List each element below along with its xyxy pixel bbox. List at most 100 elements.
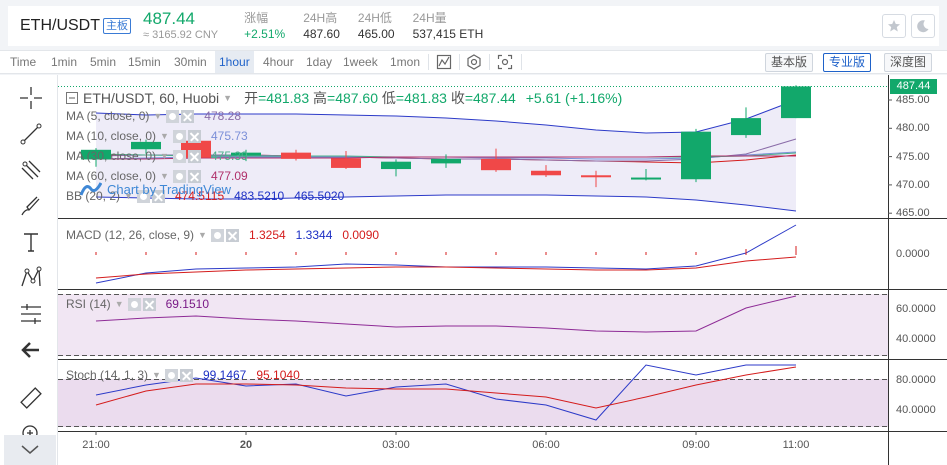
toolbar-divider — [489, 54, 490, 70]
caret-down-icon[interactable]: ▼ — [223, 93, 233, 103]
trendline-tool[interactable] — [17, 120, 45, 148]
brush-tool[interactable] — [17, 192, 45, 220]
ruler-tool[interactable] — [17, 384, 45, 412]
pattern-tool[interactable] — [17, 264, 45, 292]
close-icon[interactable] — [181, 109, 195, 123]
legend-ma10: MA (10, close, 0) ▼ 475.73 — [66, 129, 248, 143]
gear-icon[interactable] — [127, 297, 141, 311]
y-tick-label: 40.0000 — [896, 404, 936, 416]
main-legend-title: ETH/USDT, 60, Huobi ▼ 开=481.83 高=487.60 … — [66, 88, 622, 108]
interval-15min[interactable]: 15min — [128, 55, 161, 69]
legend-stoch: Stoch (14, 1, 3) ▼ 99.1467 95.1040 — [66, 368, 300, 382]
caret-down-icon[interactable]: ▼ — [114, 299, 124, 309]
chart-canvas[interactable] — [58, 75, 947, 465]
caret-down-icon[interactable]: ▼ — [160, 131, 169, 141]
fib-icon — [21, 304, 41, 324]
y-tick-label: 0.0000 — [896, 248, 930, 260]
interval-1day[interactable]: 1day — [306, 55, 333, 69]
text-tool[interactable] — [17, 228, 45, 256]
collapse-tools-button[interactable] — [4, 435, 56, 465]
candle-body — [231, 152, 261, 156]
legend-value: 475.73 — [210, 129, 248, 143]
legend-value: 69.1510 — [165, 297, 209, 311]
view-basic-button[interactable]: 基本版 — [765, 53, 814, 72]
close-icon[interactable] — [187, 169, 201, 183]
legend-value: 99.1467 — [202, 368, 247, 382]
caret-down-icon[interactable]: ▼ — [152, 370, 161, 380]
gear-icon[interactable] — [136, 189, 150, 203]
close-icon[interactable] — [142, 297, 156, 311]
x-tick-label: 20 — [239, 439, 253, 451]
caret-down-icon[interactable]: ▼ — [160, 171, 169, 181]
trendline-icon — [20, 123, 42, 145]
text-icon — [24, 233, 38, 252]
close-icon[interactable] — [151, 189, 165, 203]
collapse-icon[interactable] — [66, 92, 78, 104]
x-tick-label: 09:00 — [682, 439, 710, 451]
legend-name: MA (30, close, 0) — [66, 149, 157, 163]
ohlc-high-label: 高 — [313, 90, 327, 106]
view-pro-button[interactable]: 专业版 — [823, 53, 872, 72]
gear-icon[interactable] — [164, 368, 178, 382]
screenshot-button[interactable] — [494, 52, 516, 72]
indicators-button[interactable] — [433, 52, 455, 72]
crosshair-tool[interactable] — [17, 84, 45, 112]
ohlc-open: 481.83 — [266, 90, 310, 106]
legend-value: 95.1040 — [256, 368, 300, 382]
stat-high: 24H高 487.60 — [303, 10, 340, 42]
legend-name: BB (20, 2) — [66, 189, 121, 203]
caret-down-icon[interactable]: ▼ — [198, 230, 207, 240]
chart-settings-button[interactable] — [463, 52, 485, 72]
caret-down-icon[interactable]: ▼ — [160, 151, 169, 161]
interval-time[interactable]: Time — [10, 55, 37, 69]
legend-name: MA (60, close, 0) — [66, 169, 157, 183]
close-icon[interactable] — [187, 129, 201, 143]
interval-1hour[interactable]: 1hour — [215, 51, 254, 73]
close-icon[interactable] — [187, 149, 201, 163]
theme-toggle-button[interactable] — [911, 14, 935, 38]
candle-body — [631, 177, 661, 180]
ohlc-high: 487.60 — [335, 90, 379, 106]
close-icon[interactable] — [179, 368, 193, 382]
legend-value: 465.5020 — [294, 189, 345, 203]
gear-icon[interactable] — [166, 109, 180, 123]
x-tick-label: 11:00 — [782, 439, 810, 451]
legend-value: 474.5115 — [174, 189, 225, 203]
crosshair-icon — [20, 87, 42, 109]
legend-value: 478.28 — [204, 109, 241, 123]
interval-1min[interactable]: 1min — [51, 55, 78, 69]
ohlc-close-label: 收 — [450, 90, 465, 106]
pattern-icon — [21, 266, 42, 287]
interval-1week[interactable]: 1week — [343, 55, 378, 69]
back-button[interactable] — [17, 336, 45, 364]
price-box: 487.44 ≈ 3165.92 CNY — [143, 10, 218, 42]
stat-low: 24H低 465.00 — [358, 10, 395, 42]
stoch-d-line — [95, 366, 797, 409]
gear-icon[interactable] — [172, 169, 186, 183]
candle-body — [781, 86, 811, 119]
caret-down-icon[interactable]: ▼ — [124, 191, 133, 201]
close-icon[interactable] — [225, 228, 239, 242]
pair-name[interactable]: ETH/USDT — [20, 17, 100, 34]
candle-body — [281, 152, 311, 159]
pitchfork-tool[interactable] — [17, 156, 45, 184]
gear-icon[interactable] — [172, 149, 186, 163]
favorite-button[interactable] — [882, 14, 906, 38]
gear-icon[interactable] — [210, 228, 224, 242]
chart-area[interactable]: ETH/USDT, 60, Huobi ▼ 开=481.83 高=487.60 … — [58, 75, 947, 465]
fib-tool[interactable] — [17, 300, 45, 328]
stat-value: 487.60 — [303, 27, 340, 41]
interval-5min[interactable]: 5min — [90, 55, 117, 69]
interval-4hour[interactable]: 4hour — [263, 55, 294, 69]
legend-value: 0.0090 — [342, 228, 380, 242]
toolbar-divider — [459, 54, 460, 70]
legend-ma60: MA (60, close, 0) ▼ 477.09 — [66, 169, 248, 183]
interval-30min[interactable]: 30min — [174, 55, 207, 69]
caret-down-icon[interactable]: ▼ — [153, 111, 163, 121]
indicator-icon — [436, 54, 452, 70]
interval-1mon[interactable]: 1mon — [390, 55, 421, 69]
view-depth-button[interactable]: 深度图 — [884, 53, 933, 72]
legend-name: MA (10, close, 0) — [66, 129, 157, 143]
stat-label: 涨幅 — [244, 11, 269, 25]
gear-icon[interactable] — [172, 129, 186, 143]
